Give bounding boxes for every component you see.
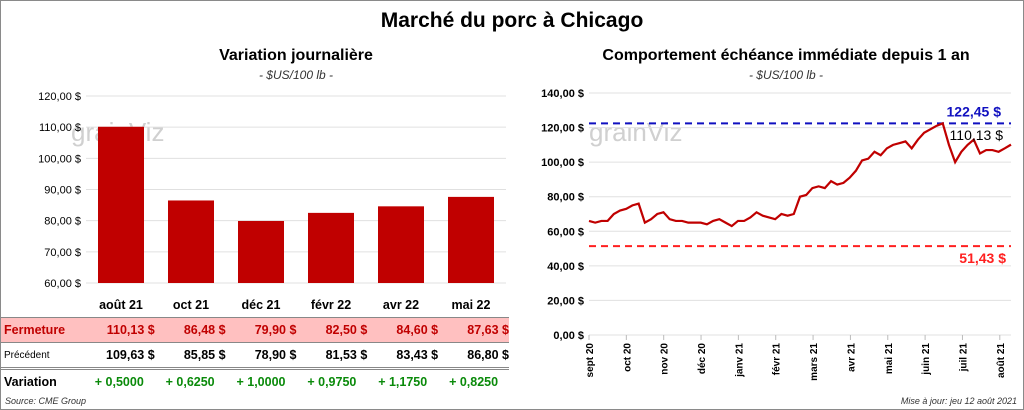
x-tick-label: oct 20	[622, 343, 633, 372]
x-tick-label: janv 21	[734, 343, 745, 378]
fermeture-cell: 87,63 $	[467, 323, 509, 337]
x-tick-label: mai 21	[884, 343, 895, 375]
left-chart-unit: - $US/100 lb -	[258, 68, 334, 82]
right-chart-unit: - $US/100 lb -	[748, 68, 824, 82]
last-price-label: 110,13 $	[950, 127, 1004, 143]
left-chart-title: Variation journalière	[219, 47, 373, 64]
y-tick-label: 20,00 $	[547, 295, 584, 307]
update-note: Mise à jour: jeu 12 août 2021	[900, 396, 1017, 406]
precedent-row: Précédent 109,63 $ 85,85 $ 78,90 $ 81,53…	[1, 343, 509, 370]
x-tick-label: avr 21	[846, 343, 857, 372]
variation-cell: + 1,0000	[236, 375, 286, 389]
x-tick-label: nov 20	[660, 343, 671, 375]
precedent-cell: 85,85 $	[183, 348, 226, 362]
x-tick-label: févr 21	[772, 343, 783, 376]
high-label: 122,45 $	[947, 103, 1002, 119]
precedent-cell: 83,43 $	[396, 348, 439, 362]
variation-cell: + 0,5000	[94, 375, 144, 389]
y-tick-label: 100,00 $	[38, 153, 81, 165]
y-tick-label: 80,00 $	[547, 192, 584, 204]
fermeture-row: Fermeture 110,13 $ 86,48 $ 79,90 $ 82,50…	[1, 317, 509, 343]
page-title: Marché du porc à Chicago	[380, 9, 644, 32]
y-tick-label: 100,00 $	[541, 157, 584, 169]
bar	[378, 206, 424, 283]
y-tick-label: 40,00 $	[547, 261, 584, 273]
x-tick-label: avr 22	[383, 298, 419, 312]
y-tick-label: 120,00 $	[541, 123, 584, 135]
variation-label: Variation	[4, 375, 57, 389]
y-tick-label: 60,00 $	[44, 278, 81, 290]
precedent-cell: 81,53 $	[325, 348, 368, 362]
precedent-cell: 86,80 $	[467, 348, 509, 362]
y-tick-label: 60,00 $	[547, 226, 584, 238]
x-tick-label: févr 22	[311, 298, 351, 312]
watermark-right: grainViz	[589, 117, 682, 147]
variation-cell: + 1,1750	[378, 375, 428, 389]
precedent-cell: 78,90 $	[254, 348, 297, 362]
bar	[448, 196, 494, 283]
y-tick-label: 110,00 $	[39, 122, 81, 134]
x-tick-label: août 21	[996, 343, 1007, 378]
x-tick-label: oct 21	[173, 298, 209, 312]
source-note: Source: CME Group	[5, 396, 87, 406]
precedent-label: Précédent	[4, 349, 50, 361]
bar	[168, 200, 214, 283]
price-line	[588, 121, 1012, 228]
y-tick-label: 90,00 $	[44, 185, 81, 197]
x-tick-label: août 21	[99, 298, 143, 312]
x-tick-label: déc 21	[242, 298, 281, 312]
y-tick-label: 0,00 $	[553, 330, 584, 342]
x-tick-label: mai 22	[452, 298, 491, 312]
bar	[98, 126, 144, 283]
fermeture-cell: 84,60 $	[396, 323, 439, 337]
y-tick-label: 140,00 $	[541, 88, 584, 100]
fermeture-cell: 110,13 $	[106, 323, 155, 337]
x-tick-label: mars 21	[809, 343, 820, 381]
bar	[238, 220, 284, 283]
x-tick-label: sept 20	[585, 343, 596, 378]
fermeture-cell: 82,50 $	[325, 323, 368, 337]
variation-cell: + 0,8250	[449, 375, 499, 389]
fermeture-cell: 79,90 $	[254, 323, 297, 337]
low-label: 51,43 $	[959, 250, 1006, 266]
x-tick-label: juin 21	[921, 343, 932, 376]
precedent-cell: 109,63 $	[106, 348, 155, 362]
right-chart-title: Comportement échéance immédiate depuis 1…	[602, 47, 970, 64]
x-tick-label: juil 21	[958, 343, 969, 373]
fermeture-label: Fermeture	[4, 323, 66, 337]
variation-cell: + 0,9750	[307, 375, 357, 389]
y-tick-label: 120,00 $	[38, 91, 81, 103]
y-tick-label: 70,00 $	[44, 247, 81, 259]
x-tick-label: déc 20	[697, 343, 708, 375]
variation-cell: + 0,6250	[165, 375, 215, 389]
bar	[308, 212, 354, 283]
fermeture-cell: 86,48 $	[183, 323, 226, 337]
y-tick-label: 80,00 $	[44, 216, 81, 228]
variation-row: Variation + 0,5000 + 0,6250 + 1,0000 + 0…	[1, 370, 509, 394]
